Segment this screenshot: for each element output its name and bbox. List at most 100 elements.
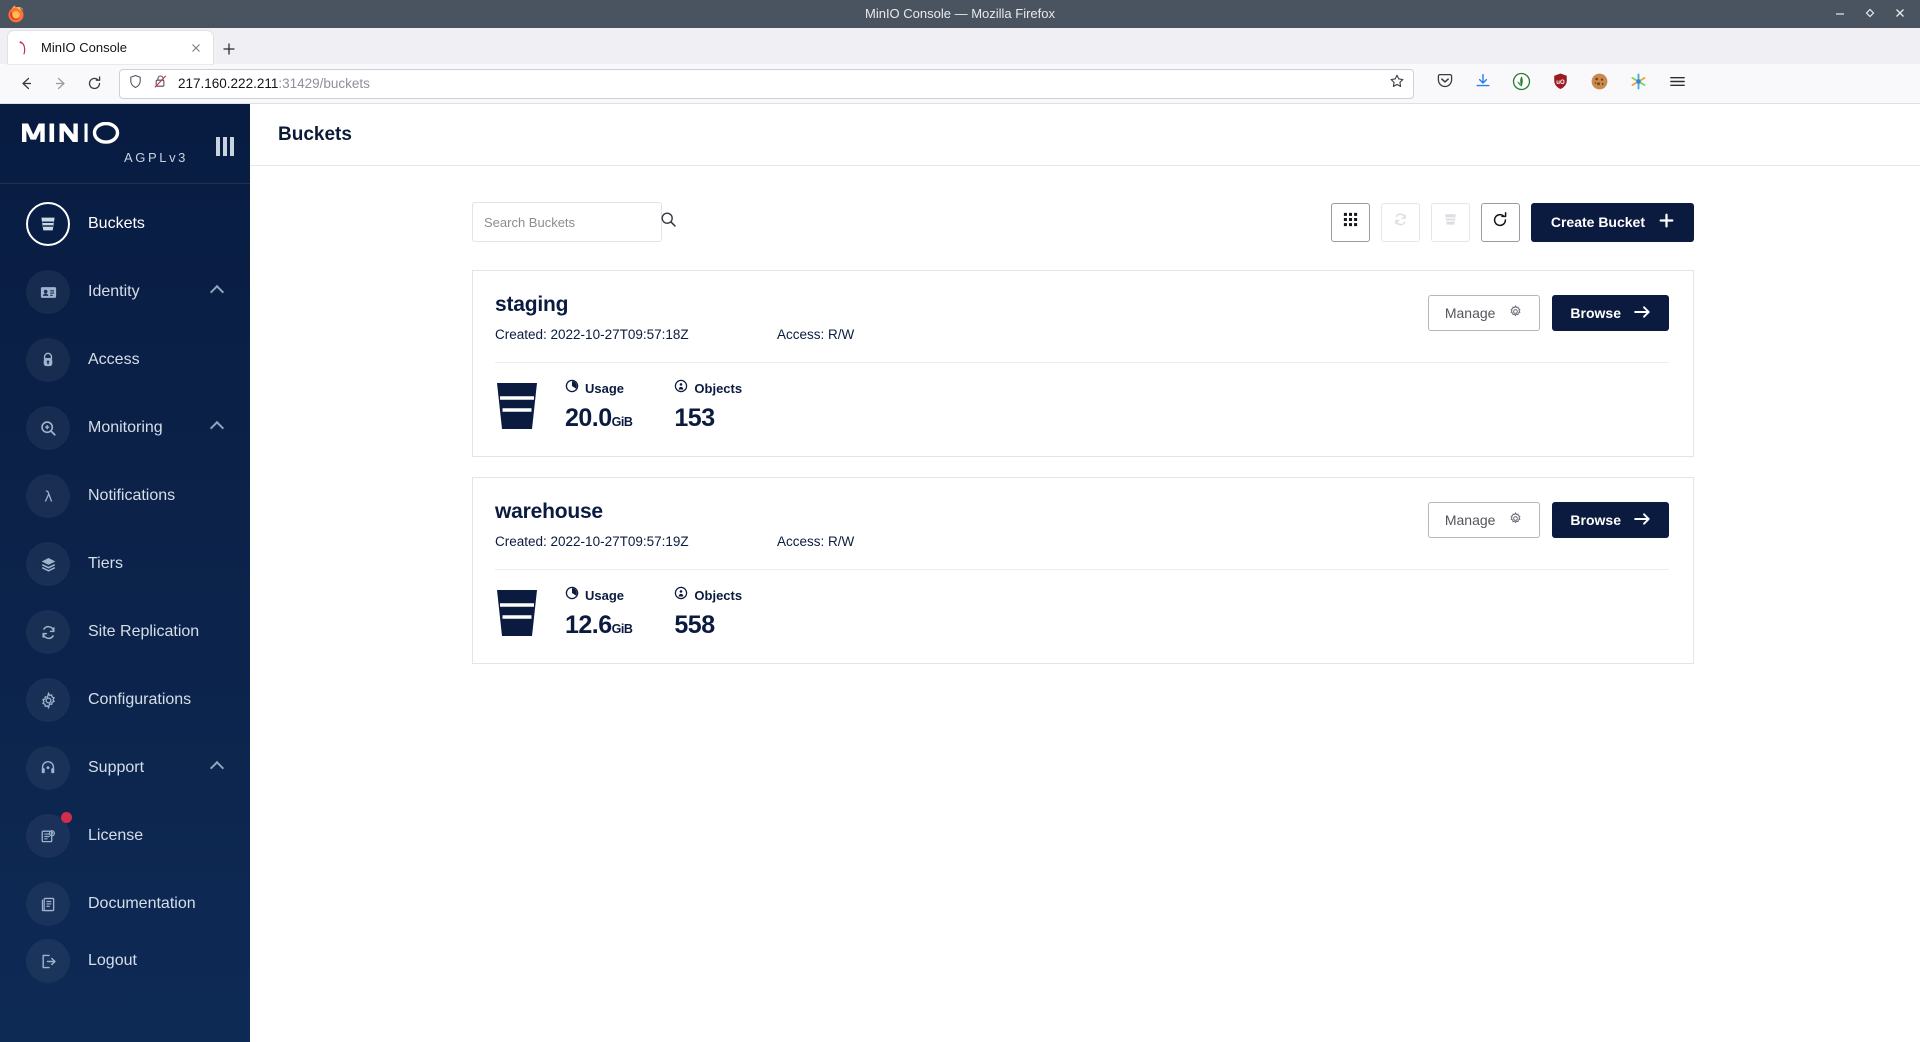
usage-clock-icon [565, 379, 579, 398]
window-title: MinIO Console — Mozilla Firefox [865, 6, 1055, 21]
bookmark-star-icon[interactable] [1389, 73, 1405, 94]
usage-unit: GiB [611, 415, 633, 429]
bucket-name[interactable]: staging [495, 293, 569, 316]
bucket-card[interactable]: staging Created: 2022-10-27T09:57:18Z Ac… [472, 270, 1694, 457]
usage-value: 12.6GiB [565, 611, 633, 640]
colorzilla-icon[interactable] [1629, 72, 1648, 96]
chevron-up-icon[interactable] [209, 760, 225, 776]
sidebar-item-label: Buckets [88, 215, 145, 232]
sidebar-item-label: Configurations [88, 691, 192, 708]
browser-titlebar: MinIO Console — Mozilla Firefox [0, 0, 1920, 28]
insecure-lock-icon[interactable] [153, 74, 168, 94]
bucket-card[interactable]: warehouse Created: 2022-10-27T09:57:19Z … [472, 477, 1694, 664]
objects-stat: Objects 558 [674, 586, 742, 640]
usage-label: Usage [585, 588, 625, 603]
sidebar-item-monitoring[interactable]: Monitoring [0, 394, 250, 462]
pocket-icon[interactable] [1436, 72, 1454, 95]
objects-header: Objects [674, 586, 742, 605]
sidebar-item-logout[interactable]: Logout [0, 938, 250, 1006]
app-shell: AGPLv3 Buckets Identity [0, 104, 1920, 1042]
minio-favicon-icon [19, 40, 26, 54]
bucket-icon [495, 588, 539, 643]
sidebar-menu: Buckets Identity Access [0, 188, 250, 1042]
reload-button[interactable] [77, 69, 111, 99]
manage-button[interactable]: Manage [1427, 295, 1541, 331]
objects-label: Objects [694, 381, 743, 396]
sidebar-item-site-replication[interactable]: Site Replication [0, 598, 250, 666]
bucket-access: Access: R/W [777, 327, 855, 342]
svg-text:uO: uO [1556, 78, 1565, 85]
manage-button[interactable]: Manage [1427, 502, 1541, 538]
extension-toolbar: uO [1422, 72, 1693, 96]
minimize-button[interactable] [1834, 7, 1846, 21]
search-field-wrapper[interactable] [472, 202, 676, 242]
usage-unit: GiB [611, 622, 633, 636]
downloads-icon[interactable] [1474, 72, 1492, 95]
sidebar-item-documentation[interactable]: Documentation [0, 870, 250, 938]
collapse-sidebar-icon[interactable] [216, 137, 234, 156]
bucket-name[interactable]: warehouse [495, 500, 603, 523]
arrow-right-icon [1634, 512, 1651, 529]
cookie-icon[interactable] [1590, 72, 1609, 96]
objects-icon [674, 586, 688, 605]
browse-button[interactable]: Browse [1552, 502, 1669, 538]
bucket-meta: Created: 2022-10-27T09:57:19Z Access: R/… [495, 534, 1428, 549]
sidebar: AGPLv3 Buckets Identity [0, 104, 250, 1042]
extension-icon[interactable] [1512, 72, 1531, 96]
manage-label: Manage [1444, 512, 1496, 528]
sidebar-divider [0, 183, 250, 184]
grid-icon [1342, 211, 1359, 233]
new-tab-button[interactable] [213, 34, 245, 64]
app-menu-icon[interactable] [1668, 72, 1687, 96]
close-button[interactable] [1894, 7, 1906, 21]
replication-button[interactable] [1380, 202, 1420, 242]
refresh-icon [1491, 211, 1509, 234]
sync-circle-icon [26, 610, 70, 654]
search-container [472, 202, 676, 242]
forward-button[interactable] [43, 69, 77, 99]
bucket-stats: Usage 20.0GiB Objects 153 [495, 363, 1669, 436]
browser-tab[interactable]: MinIO Console [8, 31, 213, 64]
sidebar-item-identity[interactable]: Identity [0, 258, 250, 326]
usage-value: 20.0GiB [565, 404, 633, 433]
sidebar-item-buckets[interactable]: Buckets [0, 190, 250, 258]
sidebar-item-license[interactable]: License [0, 802, 250, 870]
sidebar-item-configurations[interactable]: Configurations [0, 666, 250, 734]
sidebar-item-support[interactable]: Support [0, 734, 250, 802]
browse-button[interactable]: Browse [1552, 295, 1669, 331]
chevron-up-icon[interactable] [209, 284, 225, 300]
objects-value: 558 [674, 611, 715, 639]
restore-button[interactable] [1864, 7, 1876, 21]
plus-icon [1659, 213, 1674, 231]
search-icon[interactable] [660, 211, 677, 233]
shield-icon[interactable] [128, 74, 143, 94]
sidebar-item-label: Access [88, 351, 140, 368]
buckets-toolbar: Create Bucket [472, 202, 1694, 242]
window-controls[interactable] [1834, 7, 1920, 21]
delete-bucket-button[interactable] [1430, 202, 1470, 242]
gear-icon [1508, 511, 1523, 529]
tab-close-icon[interactable] [187, 39, 205, 57]
sidebar-item-access[interactable]: Access [0, 326, 250, 394]
bucket-divider [495, 362, 1669, 363]
objects-value: 153 [674, 404, 715, 432]
refresh-button[interactable] [1480, 202, 1520, 242]
search-input[interactable] [484, 214, 660, 230]
back-button[interactable] [9, 69, 43, 99]
certificate-icon [26, 812, 72, 858]
sidebar-item-tiers[interactable]: Tiers [0, 530, 250, 598]
navigation-toolbar: 217.160.222.211:31429/buckets uO [0, 64, 1920, 104]
chevron-up-icon[interactable] [209, 420, 225, 436]
ublock-origin-icon[interactable]: uO [1551, 72, 1570, 96]
sidebar-item-notifications[interactable]: λ Notifications [0, 462, 250, 530]
url-path: :31429/buckets [278, 76, 370, 91]
grid-view-button[interactable] [1330, 202, 1370, 242]
usage-stat: Usage 12.6GiB [565, 586, 633, 640]
url-bar[interactable]: 217.160.222.211:31429/buckets [119, 68, 1414, 99]
bucket-card-header: staging Created: 2022-10-27T09:57:18Z Ac… [495, 293, 1669, 342]
sidebar-item-label: Support [88, 759, 145, 776]
bucket-actions: Manage Browse [1427, 502, 1669, 538]
layers-icon [26, 542, 70, 586]
create-bucket-button[interactable]: Create Bucket [1530, 202, 1694, 242]
browse-label: Browse [1570, 305, 1621, 321]
